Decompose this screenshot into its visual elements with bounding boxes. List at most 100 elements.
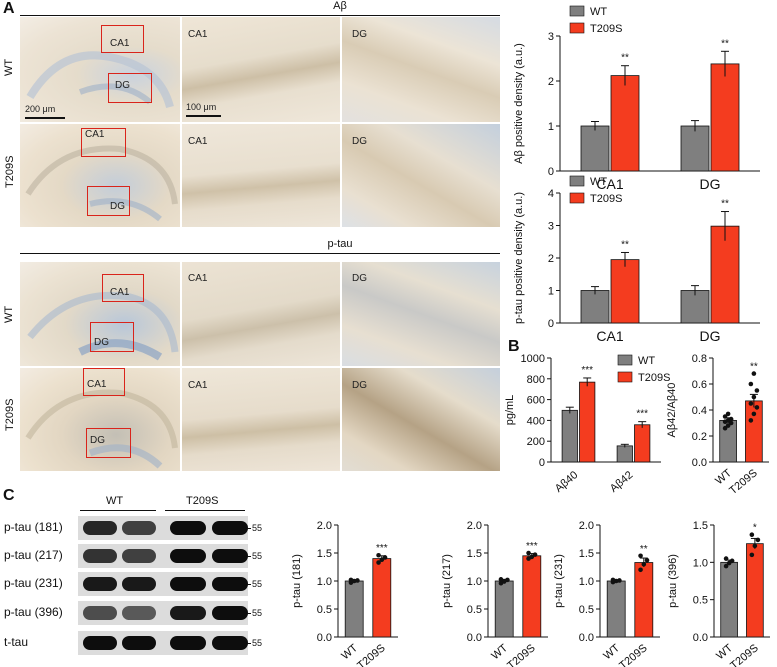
- ptau_density-ytick-label: 0: [548, 318, 554, 330]
- ptau217-ytick-label: 0.0: [467, 632, 482, 644]
- abeta_elisa-ytick-label: 400: [527, 415, 545, 427]
- ptau231-point-1-0: [638, 567, 643, 573]
- ratio-point-1-7: [751, 371, 757, 376]
- ptau_density-bar-t209s-0: [610, 259, 640, 324]
- roi-label-ca1: CA1: [87, 379, 107, 390]
- ptau_density-legend-t209s: T209S: [590, 193, 622, 205]
- abeta_elisa-legend-t209s-swatch: [617, 371, 633, 383]
- ptau_density-sig-1: **: [721, 199, 729, 210]
- micrograph-wt-abeta-overview: CA1 DG 200 μm: [20, 17, 180, 122]
- micrograph-wt-ptau-ca1: CA1: [182, 262, 340, 366]
- micrograph-wt-ptau-dg: DG: [342, 262, 500, 366]
- ptau_density-legend-wt-swatch: [569, 175, 585, 187]
- wb-mw-tick: [247, 643, 251, 644]
- ptau181-sig: ***: [376, 543, 388, 554]
- ratio-point-1-4: [751, 394, 757, 400]
- roi-box-dg: [86, 428, 131, 458]
- ptau181-point-0-3: [348, 577, 354, 583]
- abeta_density-ytick-label: 0: [548, 166, 554, 178]
- abeta_elisa-ytick-label: 600: [527, 395, 545, 407]
- micro-label-dg: DG: [352, 136, 367, 147]
- micrograph-t209s-abeta-dg: DG: [342, 124, 500, 227]
- panel-letter-b: B: [508, 338, 520, 355]
- abeta-title-rule: [20, 15, 500, 16]
- ratio-ytick-label: 0.0: [692, 457, 707, 469]
- hippocampus-outline: [26, 51, 174, 109]
- wb-band: [122, 606, 156, 620]
- roi-box-dg: [90, 322, 134, 352]
- wb-mw-label: 55: [252, 638, 263, 648]
- abeta_density-ytick-label: 2: [548, 76, 554, 88]
- panel-letter-a: A: [3, 0, 15, 17]
- ptau396-ytick-label: 0.0: [693, 632, 708, 644]
- wb-band: [122, 549, 156, 563]
- ptau_density-ytick-label: 2: [548, 253, 554, 265]
- ptau_density-bar-wt-0: [580, 290, 610, 324]
- ptau_density-ytick-label: 1: [548, 286, 554, 298]
- micrograph-t209s-abeta-ca1: CA1: [182, 124, 340, 227]
- ptau396-point-1-1: [752, 543, 758, 549]
- ptau181-point-1-3: [376, 552, 381, 558]
- ptau396-point-0-3: [723, 556, 729, 561]
- abeta_elisa-legend-wt: WT: [638, 355, 655, 367]
- wb-band: [170, 577, 206, 591]
- abeta_elisa-ytick-label: 0: [539, 457, 545, 469]
- ptau217-sig: ***: [526, 541, 538, 552]
- abeta_density-ytick-label: 1: [548, 121, 554, 133]
- scale-label-100: 100 μm: [186, 102, 217, 112]
- ptau396-ytick-label: 0.5: [693, 595, 708, 607]
- ptau_density-ytick-label: 4: [548, 188, 554, 200]
- abeta_density-sig-0: **: [621, 53, 629, 64]
- ptau-section-title: p-tau: [327, 238, 353, 250]
- ptau396-sig: *: [753, 523, 757, 534]
- ratio-ytick-label: 0.4: [692, 405, 707, 417]
- abeta_density-ytick-label: 3: [548, 31, 554, 43]
- wb-band: [212, 521, 248, 535]
- micro-label-ca1: CA1: [188, 273, 208, 284]
- abeta_elisa-legend-t209s: T209S: [638, 372, 670, 384]
- ptau_density-xtick-0: CA1: [596, 328, 623, 344]
- wb-band: [83, 577, 117, 591]
- wb-group-line-t209s: [165, 510, 245, 511]
- micrograph-t209s-ptau-ca1: CA1: [182, 368, 340, 471]
- ptau_density-ylabel: p-tau positive density (a.u.): [513, 192, 525, 324]
- roi-box-ca1: [81, 128, 126, 157]
- micrograph-wt-abeta-ca1: CA1 100 μm: [182, 17, 340, 122]
- hippocampus-outline: [27, 291, 179, 361]
- ptau181-ytick-label: 1.5: [317, 548, 332, 560]
- scale-bar-200: [25, 117, 65, 119]
- abeta_density-legend-t209s-swatch: [569, 22, 585, 34]
- ratio-ylabel: Aβ42/Aβ40: [666, 383, 678, 438]
- wb-band: [170, 636, 206, 650]
- ratio-point-1-2: [754, 405, 760, 410]
- ptau231-ytick-label: 1.0: [579, 576, 594, 588]
- ptau-title-rule: [20, 253, 500, 254]
- roi-box-ca1: [83, 368, 125, 396]
- wb-band: [83, 636, 117, 650]
- roi-label-ca1: CA1: [110, 287, 130, 298]
- ptau396-ylabel: p-tau (396): [667, 554, 679, 608]
- micro-label-ca1: CA1: [188, 136, 208, 147]
- ptau217-ytick-label: 1.0: [467, 576, 482, 588]
- ptau396-point-0-2: [729, 558, 735, 564]
- ptau217-ytick-label: 1.5: [467, 548, 482, 560]
- ratio-ytick-label: 0.2: [692, 431, 707, 443]
- roi-label-dg: DG: [90, 435, 105, 446]
- abeta_density-xtick-1: DG: [700, 176, 721, 192]
- ptau231-ytick-label: 1.5: [579, 548, 594, 560]
- wb-band: [122, 636, 156, 650]
- ptau181-ytick-label: 2.0: [317, 520, 332, 532]
- abeta_elisa-ytick-label: 200: [527, 436, 545, 448]
- ptau181-point-1-2: [382, 555, 388, 560]
- micro-label-dg: DG: [352, 380, 367, 391]
- roi-label-dg: DG: [94, 337, 109, 348]
- wb-band: [212, 549, 248, 563]
- ptau_density-bar-t209s-1: [710, 225, 740, 324]
- ptau231-point-1-1: [641, 561, 647, 567]
- scale-label-200: 200 μm: [25, 104, 56, 114]
- abeta_density-bar-t209s-1: [710, 63, 740, 172]
- ptau396-point-0-0: [723, 563, 729, 569]
- roi-label-ca1: CA1: [110, 38, 130, 49]
- ptau231-ytick-label: 0.5: [579, 604, 594, 616]
